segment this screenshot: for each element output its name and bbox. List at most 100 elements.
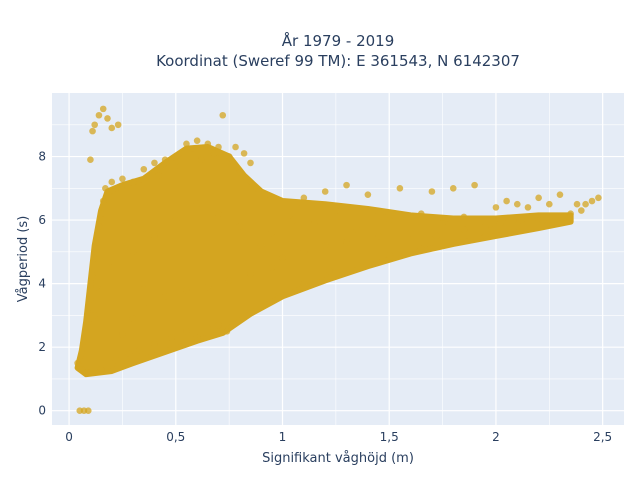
scatter-point: [432, 232, 440, 240]
scatter-point: [232, 143, 239, 151]
scatter-point: [321, 188, 329, 195]
scatter-point: [236, 223, 244, 230]
scatter-point: [321, 242, 329, 249]
scatter-point: [353, 261, 361, 268]
scatter-point: [268, 264, 276, 272]
scatter-point: [84, 407, 92, 415]
scatter-point: [471, 181, 478, 189]
scatter-point: [108, 124, 116, 132]
scatter-point: [240, 150, 248, 157]
y-axis-title: Vågperiod (s): [16, 216, 31, 303]
scatter-point: [183, 286, 190, 294]
scatter-point: [125, 350, 133, 357]
scatter-point: [236, 169, 244, 176]
scatter-point: [343, 181, 350, 189]
grid-layer: [52, 93, 624, 425]
scatter-point: [172, 153, 180, 160]
x-tick-label: 2,5: [593, 430, 612, 444]
scatter-point: [78, 366, 86, 373]
scatter-point: [268, 229, 276, 237]
scatter-point: [492, 204, 500, 211]
scatter-point: [87, 156, 94, 164]
scatter-point: [496, 219, 504, 227]
scatter-point: [114, 121, 122, 129]
scatter-point: [545, 200, 553, 208]
scatter-point: [106, 188, 113, 195]
scatter-point: [375, 232, 382, 240]
chart-title-line2: Koordinat (Sweref 99 TM): E 361543, N 61…: [156, 52, 520, 70]
scatter-point: [556, 191, 564, 198]
scatter-point: [513, 200, 521, 208]
scatter-point: [300, 280, 308, 287]
scatter-point: [449, 185, 457, 192]
scatter-point: [84, 318, 92, 326]
scatter-point: [225, 277, 233, 284]
scatter-point: [95, 223, 103, 230]
scatter-point: [193, 137, 201, 144]
scatter-point: [176, 162, 184, 170]
scatter-point: [108, 178, 116, 186]
scatter-point: [531, 213, 538, 221]
scatter-point: [215, 321, 222, 329]
scatter-point: [582, 200, 589, 208]
scatter-point: [161, 156, 169, 164]
scatter-point: [82, 343, 90, 351]
scatter-point: [87, 369, 94, 376]
scatter-point: [161, 293, 169, 300]
scatter-point: [91, 312, 98, 319]
scatter-point: [225, 153, 233, 160]
scatter-point: [364, 191, 372, 198]
scatter-point: [407, 229, 414, 237]
scatter-point: [89, 273, 96, 281]
scatter-point: [326, 267, 333, 275]
scatter-point: [129, 248, 137, 256]
scatter-point: [151, 232, 158, 240]
scatter-point: [578, 207, 585, 214]
data-layer: [74, 105, 602, 415]
scatter-point: [155, 172, 163, 179]
scatter-point: [151, 159, 158, 167]
y-tick-label: 6: [38, 213, 46, 227]
scatter-point: [87, 296, 94, 303]
scatter-point: [219, 111, 227, 119]
scatter-point: [439, 219, 446, 227]
scatter-point: [300, 194, 308, 202]
scatter-point: [129, 315, 137, 322]
scatter-point: [112, 356, 120, 364]
scatter-point: [93, 239, 101, 246]
scatter-point: [97, 366, 105, 373]
scatter-point: [151, 340, 158, 348]
scatter-point: [215, 143, 222, 151]
scatter-point: [95, 111, 103, 119]
scatter-point: [353, 226, 361, 233]
scatter-point: [274, 293, 282, 300]
chart-title-line1: År 1979 - 2019: [282, 31, 395, 50]
scatter-point: [385, 251, 393, 259]
x-tick-label: 2: [492, 430, 500, 444]
x-tick-label: 0,5: [166, 430, 185, 444]
y-tick-label: 8: [38, 150, 46, 164]
scatter-point: [99, 197, 107, 205]
scatter-point: [509, 216, 517, 224]
scatter-point: [129, 178, 137, 186]
scatter-point: [460, 213, 468, 221]
y-tick-label: 2: [38, 340, 46, 354]
scatter-point: [449, 239, 457, 246]
scatter-point: [172, 216, 180, 224]
y-tick-label: 0: [38, 404, 46, 418]
scatter-point: [119, 175, 126, 183]
scatter-point: [183, 327, 190, 335]
scatter-point: [119, 331, 126, 338]
scatter-point: [385, 216, 393, 224]
scatter-point: [104, 115, 111, 122]
scatter-point: [539, 216, 547, 224]
scatter-point: [257, 242, 265, 249]
scatter-point: [279, 254, 286, 262]
scatter-point: [503, 197, 510, 205]
scatter-point: [146, 302, 154, 310]
scatter-point: [91, 121, 98, 129]
scatter-point: [552, 213, 560, 221]
scatter-point: [289, 216, 297, 224]
scatter-point: [204, 140, 212, 148]
